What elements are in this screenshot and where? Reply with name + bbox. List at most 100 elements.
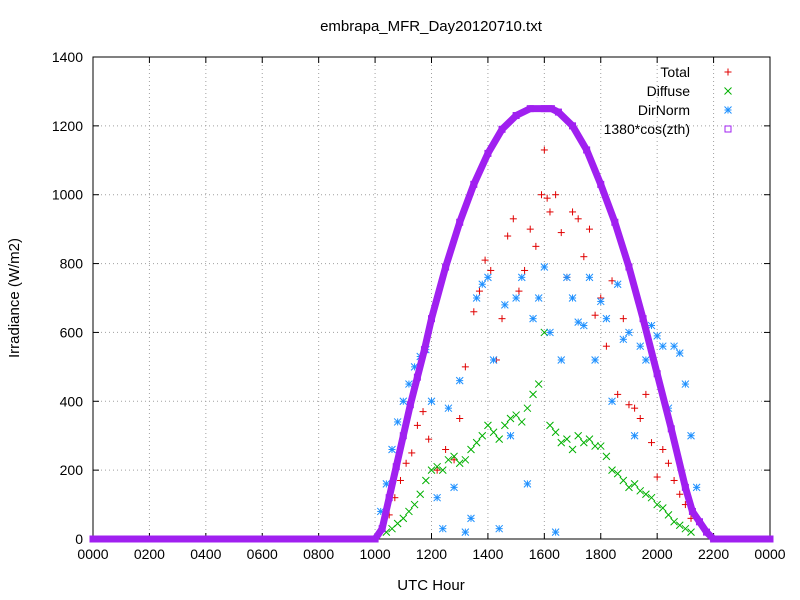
data-point [608,397,616,406]
data-point [636,342,645,351]
data-point [540,328,549,337]
x-tick-label: 2200 [698,546,729,562]
data-point [675,521,684,530]
data-point [450,452,458,461]
series-line [89,105,774,543]
x-tick-label: 2000 [642,546,673,562]
chart-title: embrapa_MFR_Day20120710.txt [320,18,543,35]
data-point [602,452,611,461]
data-point [509,215,517,223]
data-point [658,504,667,512]
data-point [613,280,622,289]
data-point [596,297,605,306]
data-point [506,431,515,440]
data-point [444,404,453,413]
data-point [456,218,464,226]
data-point [425,435,433,443]
data-series [89,105,774,543]
data-point [521,266,529,274]
x-axis-label: UTC Hour [397,577,465,594]
data-point [455,459,464,468]
legend-label: Total [660,64,690,80]
y-tick-label: 600 [60,324,84,340]
data-point [653,473,661,481]
data-point [569,208,577,216]
data-point [557,229,565,237]
data-point [405,507,413,516]
data-point [583,146,591,154]
x-tick-label: 0800 [303,546,334,562]
data-point [529,314,537,323]
y-tick-label: 800 [60,256,84,272]
data-point [385,494,393,502]
data-point [695,518,703,526]
data-point [534,380,543,388]
data-point [399,397,408,406]
x-tick-label: 0000 [754,546,785,562]
legend-marker [724,106,732,114]
data-point [286,535,294,543]
data-point [613,469,622,478]
data-point [681,380,690,388]
data-point [461,528,470,536]
data-point [597,180,605,188]
data-point [388,445,396,454]
data-point [371,535,379,543]
data-point [591,356,599,364]
data-point [461,455,470,464]
data-point [574,215,582,223]
data-point [611,218,619,226]
data-point [413,421,421,429]
data-point [688,507,696,515]
data-point [717,535,725,543]
data-point [568,294,577,302]
y-tick-label: 400 [60,393,84,409]
series-0 [385,146,695,522]
data-point [670,476,678,484]
data-point [422,476,430,485]
data-point [450,483,458,492]
data-point [538,191,546,199]
data-point [393,418,402,426]
data-point [648,439,656,447]
data-point [413,373,421,381]
data-point [670,517,678,526]
data-point [433,466,441,474]
data-point [630,480,639,488]
data-point [653,370,661,378]
x-tick-label: 0000 [77,546,108,562]
data-point [500,301,509,309]
data-point [540,146,548,154]
data-point [145,535,153,543]
data-point [456,415,464,422]
data-point [315,535,323,543]
data-point [498,125,506,133]
x-tick-label: 1800 [585,546,616,562]
data-point [687,431,695,440]
data-point [526,105,534,113]
y-tick-label: 1000 [52,187,83,203]
data-point [580,253,588,261]
data-point [546,328,554,337]
legend-label: DirNorm [638,102,690,118]
data-point [343,535,351,543]
data-point [681,524,690,533]
data-point [484,273,492,282]
data-point [512,294,520,302]
data-point [642,390,650,398]
data-point [681,483,689,491]
data-point [378,525,386,533]
data-point [504,232,512,240]
data-point [585,435,594,444]
data-point [89,535,97,543]
data-point [552,191,560,199]
legend-label: Diffuse [647,83,691,99]
data-point [642,490,650,499]
data-point [667,425,675,433]
data-point [608,466,616,474]
data-point [489,428,498,437]
data-point [506,414,515,423]
data-point [591,442,599,450]
data-point [687,528,695,536]
